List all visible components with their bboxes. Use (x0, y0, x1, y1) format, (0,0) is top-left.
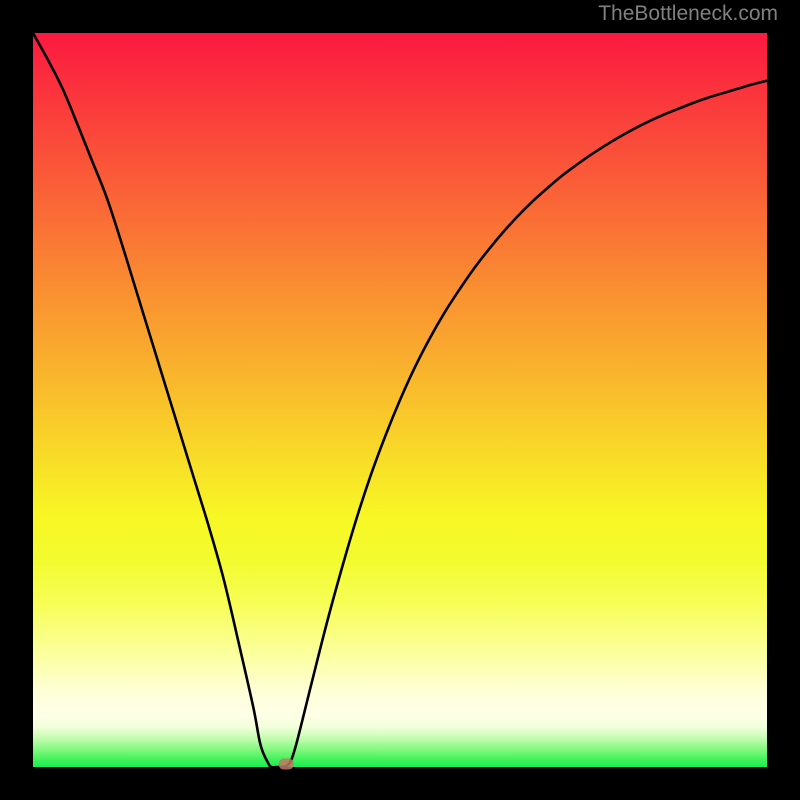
bottleneck-chart (0, 0, 800, 800)
watermark-text: TheBottleneck.com (598, 2, 778, 26)
optimum-marker (279, 759, 294, 770)
